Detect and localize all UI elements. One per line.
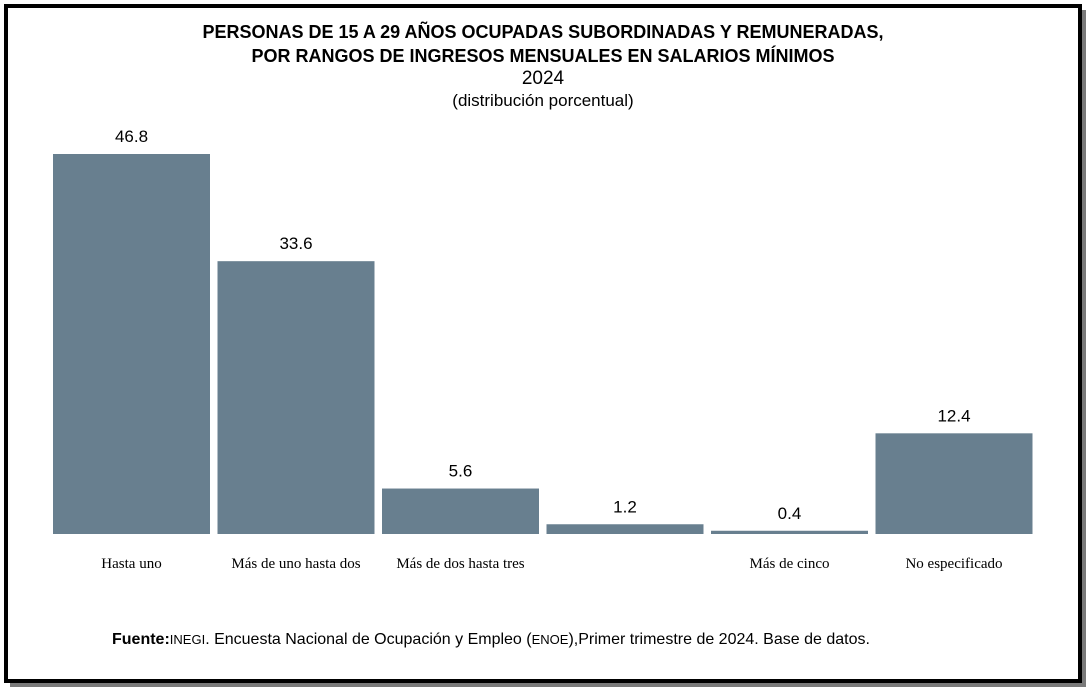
- source-note: Fuente:INEGI. Encuesta Nacional de Ocupa…: [112, 631, 870, 649]
- chart-titles: PERSONAS DE 15 A 29 AÑOS OCUPADAS SUBORD…: [0, 20, 1086, 112]
- value-label-5: 12.4: [937, 406, 970, 425]
- value-label-3: 1.2: [613, 497, 637, 516]
- bar-1: [217, 261, 375, 534]
- bar-4: [711, 530, 868, 534]
- value-label-4: 0.4: [778, 504, 802, 523]
- source-text: . Encuesta Nacional de Ocupación y Emple…: [205, 631, 532, 648]
- chart-title: PERSONAS DE 15 A 29 AÑOS OCUPADAS SUBORD…: [202, 22, 884, 42]
- chart-subtitle: (distribución porcentual): [452, 91, 634, 110]
- category-label-1: Más de uno hasta dos: [231, 556, 360, 572]
- category-label-2: Más de dos hasta tres: [396, 556, 524, 572]
- source-abbr: ENOE: [531, 632, 569, 647]
- value-label-1: 33.6: [279, 234, 312, 253]
- category-label-0: Hasta uno: [101, 556, 161, 572]
- source-org: INEGI: [169, 632, 206, 647]
- bar-0: [53, 154, 210, 534]
- chart-year: 2024: [521, 68, 565, 89]
- category-label-5: No especificado: [905, 556, 1002, 572]
- bar-3: [546, 524, 704, 534]
- source-label: Fuente:: [112, 631, 170, 648]
- source-text2: ),Primer trimestre de 2024. Base de dato…: [568, 631, 870, 648]
- category-label-4: Más de cinco: [750, 556, 830, 572]
- value-label-0: 46.8: [115, 127, 148, 146]
- value-label-2: 5.6: [449, 462, 473, 481]
- bar-2: [382, 488, 539, 534]
- bar-chart: 46.8 Hasta uno 33.6 Más de uno hasta dos 5.6…: [53, 127, 1033, 572]
- bar-5: [875, 433, 1033, 534]
- chart-title-line2: POR RANGOS DE INGRESOS MENSUALES EN SALA…: [251, 46, 835, 66]
